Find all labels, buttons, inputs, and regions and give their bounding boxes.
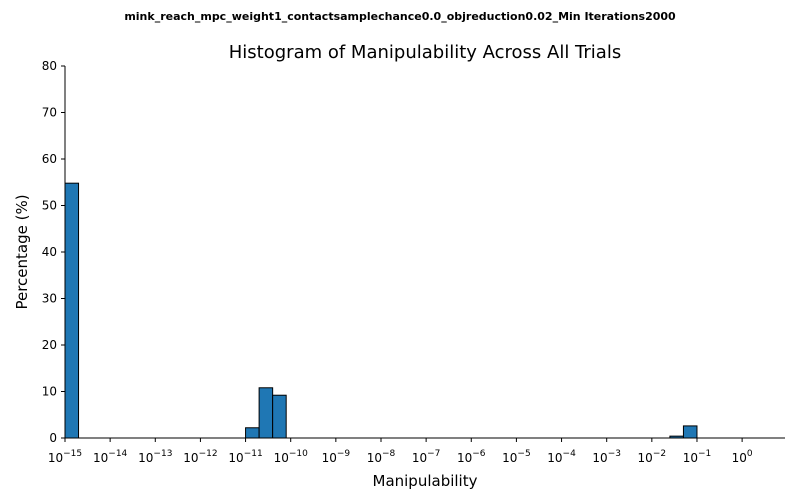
x-tick-label-10: 10−5	[502, 449, 531, 465]
y-tick-label-6: 60	[42, 152, 57, 166]
histogram-bar-2	[258, 387, 274, 439]
y-axis-label: Percentage (%)	[13, 194, 31, 309]
histogram-bar-1	[245, 427, 260, 439]
histogram-bars	[64, 182, 698, 439]
y-tick-label-2: 20	[42, 338, 57, 352]
x-tick-label-3: 10−12	[183, 449, 217, 465]
y-tick-label-0: 0	[49, 431, 57, 445]
x-tick-label-11: 10−4	[547, 449, 576, 465]
x-axis-label: Manipulability	[373, 472, 478, 490]
x-tick-label-14: 10−1	[683, 449, 712, 465]
y-tick-label-8: 80	[42, 59, 57, 73]
x-tick-label-0: 10−15	[48, 449, 82, 465]
histogram-bar-3	[272, 394, 287, 439]
x-tick-label-4: 10−11	[228, 449, 262, 465]
y-tick-label-5: 50	[42, 199, 57, 213]
x-tick-label-2: 10−13	[138, 449, 172, 465]
x-tick-label-9: 10−6	[457, 449, 486, 465]
x-tick-label-15: 100	[732, 449, 753, 465]
y-tick-label-3: 30	[42, 292, 57, 306]
y-tick-label-1: 10	[42, 385, 57, 399]
x-tick-label-12: 10−3	[592, 449, 621, 465]
x-tick-label-13: 10−2	[638, 449, 667, 465]
x-tick-label-5: 10−10	[274, 449, 309, 465]
x-tick-label-7: 10−8	[367, 449, 396, 465]
chart-title: Histogram of Manipulability Across All T…	[229, 42, 621, 63]
figure-suptitle: mink_reach_mpc_weight1_contactsamplechan…	[124, 10, 676, 23]
histogram-bar-0	[64, 182, 80, 439]
x-tick-label-6: 10−9	[322, 449, 351, 465]
y-tick-label-4: 40	[42, 245, 57, 259]
x-tick-label-8: 10−7	[412, 449, 441, 465]
y-axis-ticks: 0 10 20 30 40 50 60 70 80	[42, 59, 65, 445]
x-tick-label-1: 10−14	[93, 449, 128, 465]
histogram-bar-5	[682, 425, 698, 439]
y-tick-label-7: 70	[42, 106, 57, 120]
x-axis-ticks: 10−15 10−14 10−13 10−12 10−11 10−10 10−9 10−8 10…	[48, 438, 753, 465]
